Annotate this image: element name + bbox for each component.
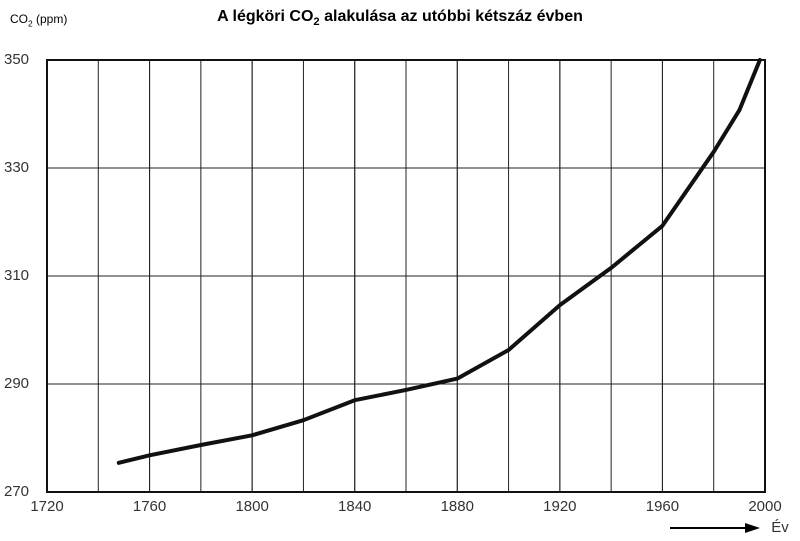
x-tick-label: 1840	[338, 498, 371, 515]
title-part: alakulása az utóbbi kétszáz évben	[319, 8, 583, 25]
arrow-head	[745, 523, 760, 533]
ylabel-sub: 2	[28, 18, 33, 29]
title-sub: 2	[313, 16, 320, 29]
x-tick-label: 1960	[646, 498, 679, 515]
chart-title: A légköri CO2 alakulása az utóbbi kétszá…	[0, 8, 800, 28]
title-part: A légköri CO	[217, 8, 314, 25]
x-tick-label: 1800	[235, 498, 268, 515]
x-tick-label: 1720	[30, 498, 63, 515]
x-tick-label: 1920	[543, 498, 576, 515]
ylabel-part: (ppm)	[32, 12, 68, 26]
x-axis-label: Év	[771, 519, 789, 536]
x-tick-label: 1880	[441, 498, 474, 515]
y-tick-label: 290	[4, 375, 29, 392]
data-line	[116, 58, 762, 465]
y-tick-label: 330	[4, 159, 29, 176]
x-tick-label: 2000	[748, 498, 781, 515]
ylabel-part: CO	[10, 12, 28, 26]
y-tick-label: 270	[4, 483, 29, 500]
plot-frame	[46, 59, 766, 493]
x-tick-label: 1760	[133, 498, 166, 515]
y-axis-label: CO2 (ppm)	[10, 12, 67, 28]
y-tick-label: 310	[4, 267, 29, 284]
y-tick-label: 350	[4, 51, 29, 68]
